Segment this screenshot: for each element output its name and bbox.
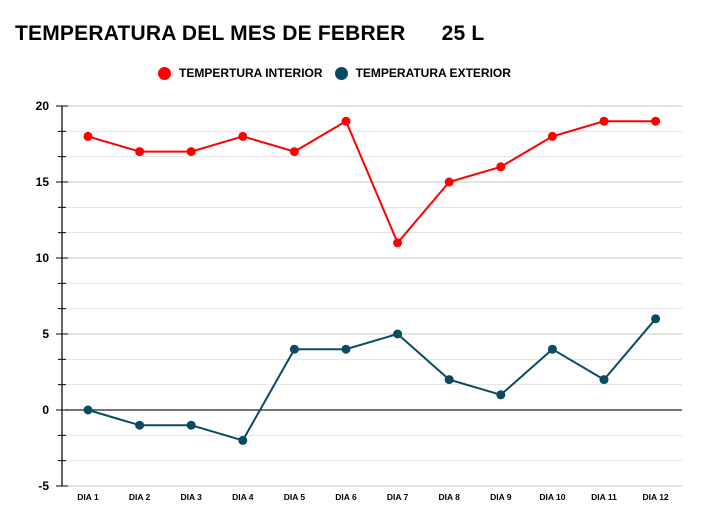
data-point[interactable] [547, 131, 557, 141]
y-tick-label: 10 [36, 251, 50, 265]
data-point[interactable] [651, 314, 661, 324]
x-tick-label: DIA 6 [335, 492, 357, 502]
x-tick-label: DIA 10 [539, 492, 565, 502]
data-point[interactable] [238, 131, 248, 141]
x-axis-ticks: DIA 1 DIA 2 DIA 3 DIA 4 DIA 5 DIA 6 DIA 7 DIA 8… [77, 492, 669, 502]
legend-label-interior: TEMPERTURA INTERIOR [179, 66, 323, 80]
chart-legend: TEMPERTURA INTERIOR TEMPERATURA EXTERIOR [158, 66, 523, 80]
legend-item-interior[interactable]: TEMPERTURA INTERIOR [158, 66, 323, 80]
x-tick-label: DIA 11 [591, 492, 617, 502]
legend-marker-interior-icon [158, 66, 171, 80]
axes [56, 105, 68, 487]
series-line [87, 120, 656, 244]
data-point[interactable] [651, 116, 661, 126]
legend-item-exterior[interactable]: TEMPERATURA EXTERIOR [334, 66, 511, 80]
legend-marker-exterior-icon [334, 66, 348, 80]
data-point[interactable] [135, 420, 145, 430]
y-axis-ticks: 20 15 10 5 0 -5 [36, 99, 50, 493]
data-point[interactable] [83, 405, 93, 415]
data-point[interactable] [599, 375, 609, 385]
data-point[interactable] [289, 147, 299, 157]
x-tick-label: DIA 5 [284, 492, 306, 502]
data-point[interactable] [496, 390, 506, 400]
data-point[interactable] [238, 435, 248, 445]
data-point[interactable] [186, 420, 196, 430]
data-point[interactable] [444, 177, 454, 187]
data-point[interactable] [393, 329, 403, 339]
x-tick-label: DIA 7 [387, 492, 409, 502]
data-point[interactable] [393, 238, 403, 248]
data-point[interactable] [341, 344, 351, 354]
x-tick-label: DIA 12 [643, 492, 669, 502]
series-line [87, 318, 657, 442]
data-point[interactable] [496, 162, 506, 172]
chart-title: TEMPERATURA DEL MES DE FEBRER 25 L [15, 22, 485, 45]
x-tick-label: DIA 2 [129, 492, 151, 502]
legend-label-exterior: TEMPERATURA EXTERIOR [355, 66, 511, 80]
data-point[interactable] [289, 344, 299, 354]
y-tick-label: 0 [42, 403, 49, 417]
data-point[interactable] [186, 147, 196, 157]
data-point[interactable] [444, 375, 454, 385]
y-tick-label: 20 [36, 99, 50, 113]
data-point[interactable] [341, 116, 351, 126]
data-point[interactable] [83, 131, 93, 141]
data-point[interactable] [599, 116, 609, 126]
data-point[interactable] [547, 344, 557, 354]
y-tick-label: -5 [38, 479, 49, 493]
x-tick-label: DIA 1 [77, 492, 99, 502]
x-tick-label: DIA 4 [232, 492, 254, 502]
y-tick-label: 5 [42, 327, 49, 341]
x-tick-label: DIA 3 [180, 492, 202, 502]
y-tick-label: 15 [36, 175, 50, 189]
grid-lines [66, 105, 682, 487]
data-point[interactable] [135, 147, 145, 157]
x-tick-label: DIA 8 [438, 492, 460, 502]
x-tick-label: DIA 9 [490, 492, 512, 502]
series-exterior [83, 314, 661, 445]
series-group [83, 116, 661, 445]
series-interior [83, 116, 661, 248]
